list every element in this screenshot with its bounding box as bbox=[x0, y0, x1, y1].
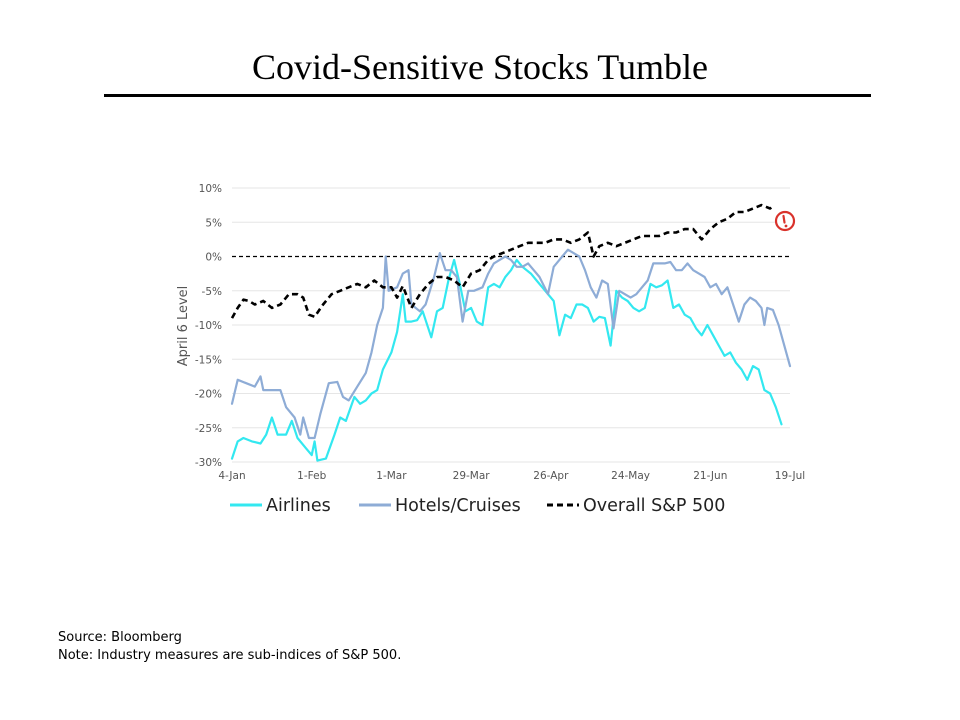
y-tick-label: 5% bbox=[205, 217, 222, 229]
x-tick-label: 4-Jan bbox=[218, 470, 245, 482]
series-line-0 bbox=[230, 258, 783, 462]
x-tick-label: 1-Feb bbox=[297, 470, 326, 482]
title-underline bbox=[104, 94, 871, 97]
warning-icon bbox=[774, 210, 796, 232]
footer-notes: Source: Bloomberg Note: Industry measure… bbox=[58, 629, 401, 665]
industry-note: Note: Industry measures are sub-indices … bbox=[58, 648, 402, 663]
legend: Airlines Hotels/Cruises Overall S&P 500 bbox=[230, 496, 725, 516]
x-tick-label: 26-Apr bbox=[533, 470, 569, 482]
y-tick-label: -30% bbox=[195, 457, 222, 469]
series-lines bbox=[230, 203, 792, 462]
x-tick-label: 21-Jun bbox=[693, 470, 727, 482]
y-tick-label: -10% bbox=[195, 320, 222, 332]
legend-label: Hotels/Cruises bbox=[395, 496, 521, 516]
x-tick-label: 19-Jul bbox=[775, 470, 805, 482]
y-tick-label: 0% bbox=[205, 252, 222, 264]
x-tick-label: 29-Mar bbox=[453, 470, 491, 482]
y-tick-label: -20% bbox=[195, 389, 222, 401]
legend-label: Overall S&P 500 bbox=[583, 496, 725, 516]
y-axis-label: April 6 Level bbox=[176, 286, 191, 367]
x-tick-label: 24-May bbox=[611, 470, 650, 482]
slide-title: Covid-Sensitive Stocks Tumble bbox=[251, 47, 709, 87]
y-axis-ticks: 10% 5% 0% -5% -10% -15% -20% -25% -30% bbox=[195, 183, 222, 469]
legend-label: Airlines bbox=[266, 496, 331, 516]
y-tick-label: -5% bbox=[202, 286, 222, 298]
y-tick-label: -15% bbox=[195, 354, 222, 366]
y-tick-label: 10% bbox=[199, 183, 222, 195]
series-line-2 bbox=[230, 203, 774, 319]
x-axis-ticks: 4-Jan 1-Feb 1-Mar 29-Mar 26-Apr 24-May 21-Jun 1… bbox=[218, 470, 805, 482]
source-note: Source: Bloomberg bbox=[58, 630, 182, 645]
series-line-1 bbox=[230, 248, 792, 440]
y-tick-label: -25% bbox=[195, 423, 222, 435]
x-tick-label: 1-Mar bbox=[376, 470, 407, 482]
